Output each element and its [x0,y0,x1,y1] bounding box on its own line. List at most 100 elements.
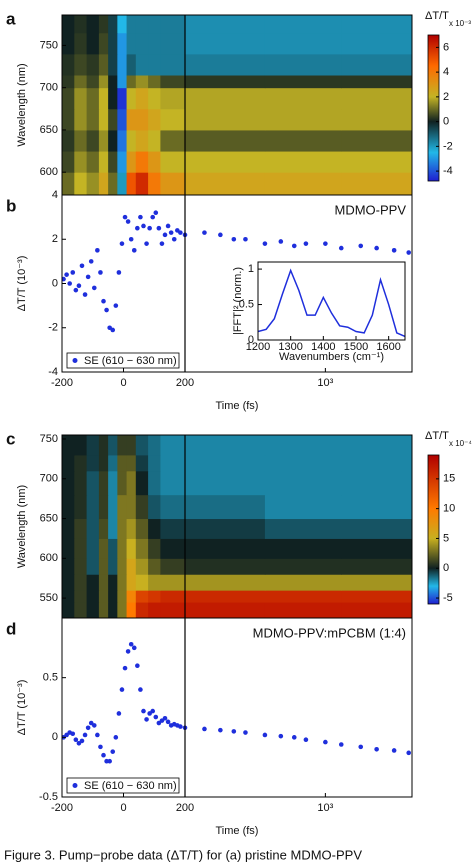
heatmap-cell [86,172,100,195]
heatmap-cell [185,53,266,76]
heatmap-cell [74,602,88,618]
heatmap-cell [148,454,161,472]
heatmap-cell [126,494,137,520]
data-point [98,744,103,750]
data-point [374,746,379,752]
x-tick-label: -200 [51,802,73,814]
heatmap-cell [108,151,118,173]
data-point [70,270,76,275]
colorbar-unit: x 10⁻³ [449,19,471,28]
heatmap-cell [86,590,100,603]
heatmap-cell [62,15,75,34]
colorbar-unit: x 10⁻⁴ [449,439,472,448]
heatmap-cell [117,15,128,34]
heatmap-cell [264,470,342,496]
heatmap-cell [74,518,88,539]
heatmap-cell [135,435,149,456]
data-point [144,241,149,246]
heatmap-cell [117,151,128,173]
heatmap-cell [86,151,100,173]
heatmap-cell [62,435,75,456]
heatmap-cell [117,518,128,539]
x-axis-label: Wavenumbers (cm⁻¹) [279,351,384,363]
heatmap-cell [148,602,161,618]
heatmap-cell [98,53,109,76]
heatmap-cell [148,574,161,591]
data-point [101,298,106,304]
heatmap-cell [126,518,137,539]
data-point [67,281,72,286]
plot-area [62,210,412,333]
heatmap-cell [74,470,88,496]
x-tick-label: -200 [51,377,73,389]
heatmap-cell [86,558,100,575]
heatmap-cell [135,538,149,559]
data-point [358,243,364,249]
data-point [231,729,237,734]
x-axis-label: Time (fs) [216,400,259,412]
data-point [131,645,137,651]
heatmap-cell [264,494,342,520]
plot-area [258,262,405,340]
data-point [358,744,364,750]
data-point [162,232,168,238]
heatmap-cell [185,494,266,520]
heatmap-cell [98,75,109,89]
heatmap-cell [135,87,149,110]
heatmap-cell [108,574,118,591]
heatmap-cell [62,494,75,520]
data-point [243,236,248,242]
heatmap-cell [160,454,186,472]
heatmap-cell [148,470,161,496]
y-tick-label: 650 [40,124,58,136]
heatmap-cell [341,538,412,559]
data-point [406,750,412,756]
heatmap-cell [126,53,137,76]
heatmap-cell [185,590,266,603]
heatmap-cell [264,15,342,34]
data-point [82,732,88,738]
data-point [82,292,88,297]
data-point [119,241,125,246]
colorbar-title: ΔT/T [425,10,449,22]
colorbar [427,454,440,605]
colorbar-tick-label: 15 [443,473,455,485]
plot-frame [257,261,406,341]
data-point [391,748,397,753]
y-tick-label: -0.5 [39,791,58,803]
heatmap-cell [62,53,75,76]
heatmap-cell [135,454,149,472]
data-point [374,245,379,251]
heatmap-cell [108,75,118,89]
data-point [162,715,168,721]
heatmap-cell [74,32,88,55]
heatmap-cell [86,494,100,520]
heatmap-cell [160,87,186,110]
heatmap-cell [62,87,75,110]
heatmap-cell [98,435,109,456]
panel: -4 -2 0 2 4 6 ΔT/Tx 10⁻³ 600 650 700 750 Wavelength… [6,9,471,196]
heatmap-cell [117,32,128,55]
heatmap-cell [135,32,149,55]
heatmap-cell [160,172,186,195]
legend-label: SE (610 − 630 nm) [84,780,177,792]
heatmap-cell [98,470,109,496]
data-point [150,708,156,714]
heatmap-cell [264,590,342,603]
legend-marker [72,783,78,788]
heatmap-cell [264,538,342,559]
data-point [338,742,344,747]
heatmap-cell [264,108,342,131]
heatmap-cell [62,538,75,559]
heatmap-cell [264,574,342,591]
heatmap-cell [98,494,109,520]
heatmap-cell [160,151,186,173]
heatmap-cell [126,108,137,131]
y-tick-label: 700 [40,82,58,94]
y-tick-label: 1 [248,263,254,275]
heatmap-cell [98,172,109,195]
data-point [85,274,91,280]
heatmap-cell [86,32,100,55]
data-point [231,236,237,242]
